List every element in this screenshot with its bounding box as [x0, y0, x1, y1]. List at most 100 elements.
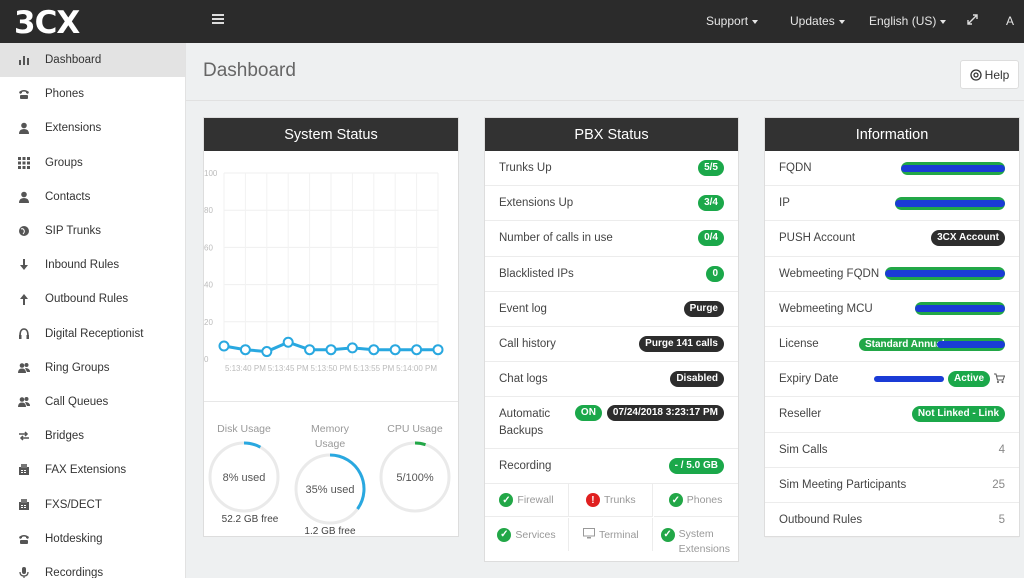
sidebar-item-inbound-rules[interactable]: Inbound Rules	[0, 248, 185, 282]
language-menu[interactable]: English (US)	[869, 14, 947, 28]
action-button[interactable]: Purge 141 calls	[639, 336, 724, 353]
sidebar-item-label: Hotdesking	[45, 532, 103, 545]
pbx-row: Chat logs Disabled	[485, 362, 738, 398]
panel-title: System Status	[204, 118, 458, 151]
row-label: Webmeeting FQDN	[779, 267, 880, 280]
row-label: IP	[779, 197, 790, 210]
info-row: Webmeeting FQDN	[765, 257, 1019, 292]
sidebar-item-fxs-dect[interactable]: FXS/DECT	[0, 487, 185, 521]
row-label: Event log	[499, 302, 547, 315]
row-label: Expiry Date	[779, 373, 839, 386]
updates-menu[interactable]: Updates	[790, 14, 845, 28]
x-tick-label: 5:13:40 PM	[225, 364, 266, 373]
support-menu[interactable]: Support	[706, 14, 759, 28]
help-button[interactable]: Help	[960, 60, 1019, 89]
status-badge: 3/4	[698, 195, 724, 212]
sidebar-item-label: Dashboard	[45, 54, 102, 67]
check-icon: ✓	[497, 527, 512, 542]
sidebar-item-label: Inbound Rules	[45, 259, 120, 272]
gauge-fill	[329, 453, 366, 510]
service-terminal[interactable]: Terminal	[569, 518, 654, 552]
service-services[interactable]: ✓ Services	[485, 518, 569, 552]
sidebar-item-groups[interactable]: Groups	[0, 146, 185, 180]
users-icon	[18, 396, 30, 408]
push-account-badge[interactable]: 3CX Account	[931, 230, 1005, 247]
info-row: Webmeeting MCU	[765, 292, 1019, 327]
sidebar-item-fax-extensions[interactable]: FAX Extensions	[0, 453, 185, 487]
sidebar-item-bridges[interactable]: Bridges	[0, 419, 185, 453]
sidebar-item-label: Ring Groups	[45, 361, 110, 374]
user-menu[interactable]: A	[1006, 14, 1015, 28]
menu-toggle-icon[interactable]	[212, 14, 224, 26]
users-icon	[18, 362, 30, 374]
service-trunks[interactable]: ! Trunks	[569, 484, 654, 518]
gauge-free-space: 52.2 GB free	[222, 514, 279, 525]
pbx-row: Number of calls in use 0/4	[485, 221, 738, 257]
sidebar-item-sip-trunks[interactable]: SIP Trunks	[0, 214, 185, 248]
sidebar-item-phones[interactable]: Phones	[0, 77, 185, 111]
sidebar-item-label: Digital Receptionist	[45, 327, 144, 340]
backup-status: ON 07/24/2018 3:23:17 PM	[574, 405, 724, 422]
action-button[interactable]: Purge	[683, 300, 724, 317]
row-label: Recording	[499, 460, 552, 473]
fax-icon	[18, 464, 30, 476]
x-tick-label: 5:13:50 PM	[311, 364, 352, 373]
sidebar-item-label: Call Queues	[45, 395, 109, 408]
sidebar-item-label: Bridges	[45, 430, 84, 443]
row-label: Outbound Rules	[779, 513, 863, 526]
sidebar-item-outbound-rules[interactable]: Outbound Rules	[0, 282, 185, 316]
user-icon	[18, 122, 30, 135]
grid-icon	[18, 156, 30, 169]
service-label: Firewall	[517, 494, 554, 507]
sidebar-item-contacts[interactable]: Contacts	[0, 180, 185, 214]
sidebar-item-call-queues[interactable]: Call Queues	[0, 385, 185, 419]
data-point	[325, 344, 337, 356]
information-panel: Information FQDN IP PUSH Account 3CX Accoun…	[764, 117, 1020, 539]
expiry-status: Active	[873, 371, 1006, 388]
sidebar-item-hotdesking[interactable]: Hotdesking	[0, 522, 185, 556]
y-tick-label: 80	[204, 206, 213, 215]
service-firewall[interactable]: ✓ Firewall	[485, 484, 569, 518]
backup-toggle[interactable]: ON	[574, 405, 602, 422]
data-point	[389, 344, 401, 356]
action-button[interactable]: Disabled	[670, 371, 724, 388]
row-label: Number of calls in use	[499, 232, 613, 245]
license-badge: Standard Annual	[859, 337, 1005, 351]
backup-date-badge: 07/24/2018 3:23:17 PM	[606, 405, 724, 422]
sidebar-item-dashboard[interactable]: Dashboard	[0, 43, 185, 78]
service-system-extensions[interactable]: ✓ System Extensions	[654, 518, 738, 555]
reseller-link-badge[interactable]: Not Linked - Link	[911, 406, 1005, 423]
arrow-down-icon	[18, 259, 30, 271]
redacted-value	[915, 302, 1005, 316]
check-icon: ✓	[668, 493, 683, 508]
sidebar-item-extensions[interactable]: Extensions	[0, 111, 185, 145]
cart-icon[interactable]	[994, 373, 1006, 386]
sidebar-item-label: Extensions	[45, 122, 102, 135]
sidebar-item-ring-groups[interactable]: Ring Groups	[0, 351, 185, 385]
services-grid: ✓ Firewall! Trunks ✓ Phones ✓ Services Terminal…	[485, 484, 738, 556]
globe-icon	[18, 225, 30, 237]
row-label: Call history	[499, 338, 556, 351]
data-point	[304, 344, 316, 356]
mic-icon	[18, 566, 30, 578]
sidebar-item-label: SIP Trunks	[45, 225, 102, 238]
pbx-row: Trunks Up 5/5	[485, 151, 738, 187]
service-phones[interactable]: ✓ Phones	[653, 484, 738, 518]
gauge-label: Memory Usage	[311, 423, 350, 450]
fullscreen-icon[interactable]	[967, 14, 978, 28]
pbx-row: Call history Purge 141 calls	[485, 327, 738, 363]
x-tick-label: 5:13:55 PM	[353, 364, 394, 373]
gauge-free-space: 1.2 GB free	[304, 526, 356, 535]
row-label: Chat logs	[499, 373, 548, 386]
sidebar-item-label: Recordings	[45, 566, 104, 578]
logo[interactable]: 3CX	[14, 5, 80, 41]
monitor-icon	[582, 527, 595, 542]
sidebar-item-label: Outbound Rules	[45, 293, 129, 306]
sidebar-item-digital-receptionist[interactable]: Digital Receptionist	[0, 317, 185, 351]
sidebar-item-recordings[interactable]: Recordings	[0, 556, 185, 578]
service-label: Trunks	[603, 494, 636, 507]
info-row: Expiry Date Active	[765, 362, 1019, 398]
redaction-scribble	[937, 340, 1005, 348]
pbx-status-panel: PBX Status Trunks Up 5/5 Extensions Up 3/4 N…	[484, 117, 739, 562]
phone-icon	[18, 88, 30, 100]
